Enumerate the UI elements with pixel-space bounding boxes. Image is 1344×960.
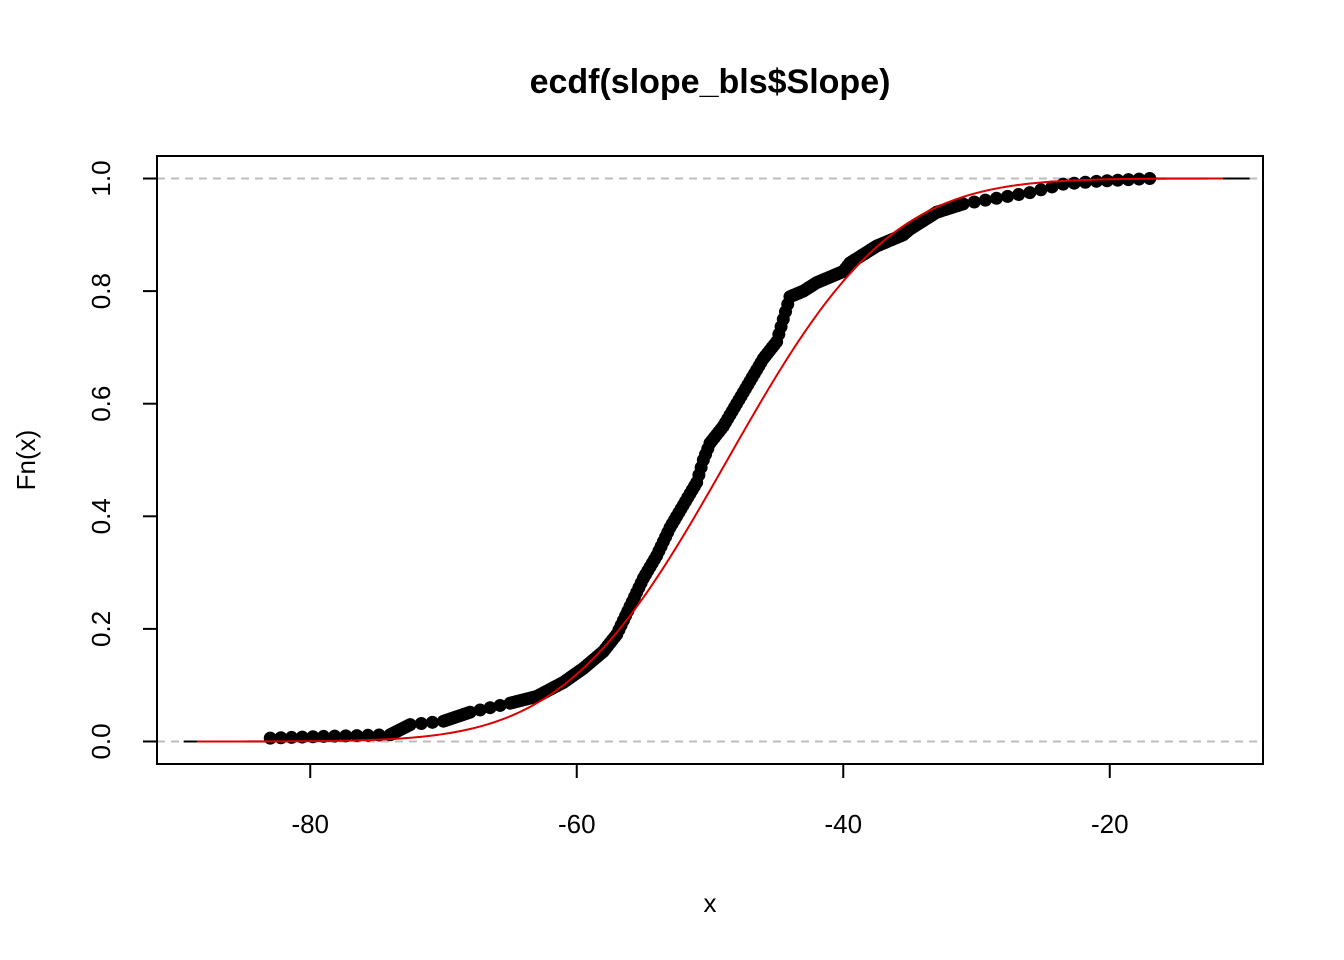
ecdf-point-21: [414, 716, 428, 730]
ecdf-point-38: [493, 698, 507, 712]
y-tick-label-0: 0.0: [86, 723, 116, 759]
normal-fit-curve: [196, 177, 1224, 743]
ecdf-point-10: [372, 728, 386, 742]
ecdf-point-256: [1100, 174, 1114, 188]
ecdf-point-255: [1089, 174, 1103, 188]
y-tick-label-1: 0.2: [86, 611, 116, 647]
ecdf-point-254: [1078, 175, 1092, 189]
x-tick-label-2: -40: [824, 809, 862, 839]
chart-title: ecdf(slope_bls$Slope): [530, 63, 891, 101]
ecdf-point-251: [1045, 180, 1059, 194]
y-axis: 0.0 0.2 0.4 0.6 0.8 1.0: [86, 160, 158, 760]
x-tick-label-1: -60: [558, 809, 596, 839]
plot-area: [157, 172, 1263, 745]
x-axis: -80 -60 -40 -20: [291, 763, 1129, 839]
ecdf-point-7: [339, 729, 353, 743]
ecdf-point-243: [956, 197, 970, 211]
ecdf-point-36: [473, 703, 487, 717]
ecdf-point-20: [403, 718, 417, 732]
y-tick-label-2: 0.4: [86, 498, 116, 534]
ecdf-point-250: [1034, 183, 1048, 197]
x-axis-label: x: [704, 888, 717, 918]
ecdf-point-8: [350, 729, 364, 743]
ecdf-point-35: [463, 705, 477, 719]
ecdf-point-257: [1111, 173, 1125, 187]
ecdf-point-245: [978, 193, 992, 207]
ecdf-point-5: [317, 729, 331, 743]
plot-frame: [156, 155, 1264, 765]
ecdf-point-249: [1023, 186, 1037, 200]
ecdf-point-253: [1067, 176, 1081, 190]
x-tick-label-3: -20: [1091, 809, 1129, 839]
x-tick-label-0: -80: [291, 809, 329, 839]
ecdf-point-6: [328, 729, 342, 743]
ecdf-point-37: [483, 701, 497, 715]
ecdf-point-244: [967, 195, 981, 209]
ecdf-point-246: [989, 191, 1003, 205]
ecdf-point-22: [425, 715, 439, 729]
ecdf-point-252: [1056, 177, 1070, 191]
ecdf-point-4: [306, 730, 320, 744]
ecdf-point-9: [361, 728, 375, 742]
ecdf-point-247: [1001, 189, 1015, 203]
ecdf-step-line: [183, 177, 1250, 743]
y-tick-label-3: 0.6: [86, 386, 116, 422]
y-tick-label-5: 1.0: [86, 160, 116, 196]
ecdf-point-248: [1012, 187, 1026, 201]
y-axis-label: Fn(x): [11, 430, 41, 491]
y-tick-label-4: 0.8: [86, 273, 116, 309]
